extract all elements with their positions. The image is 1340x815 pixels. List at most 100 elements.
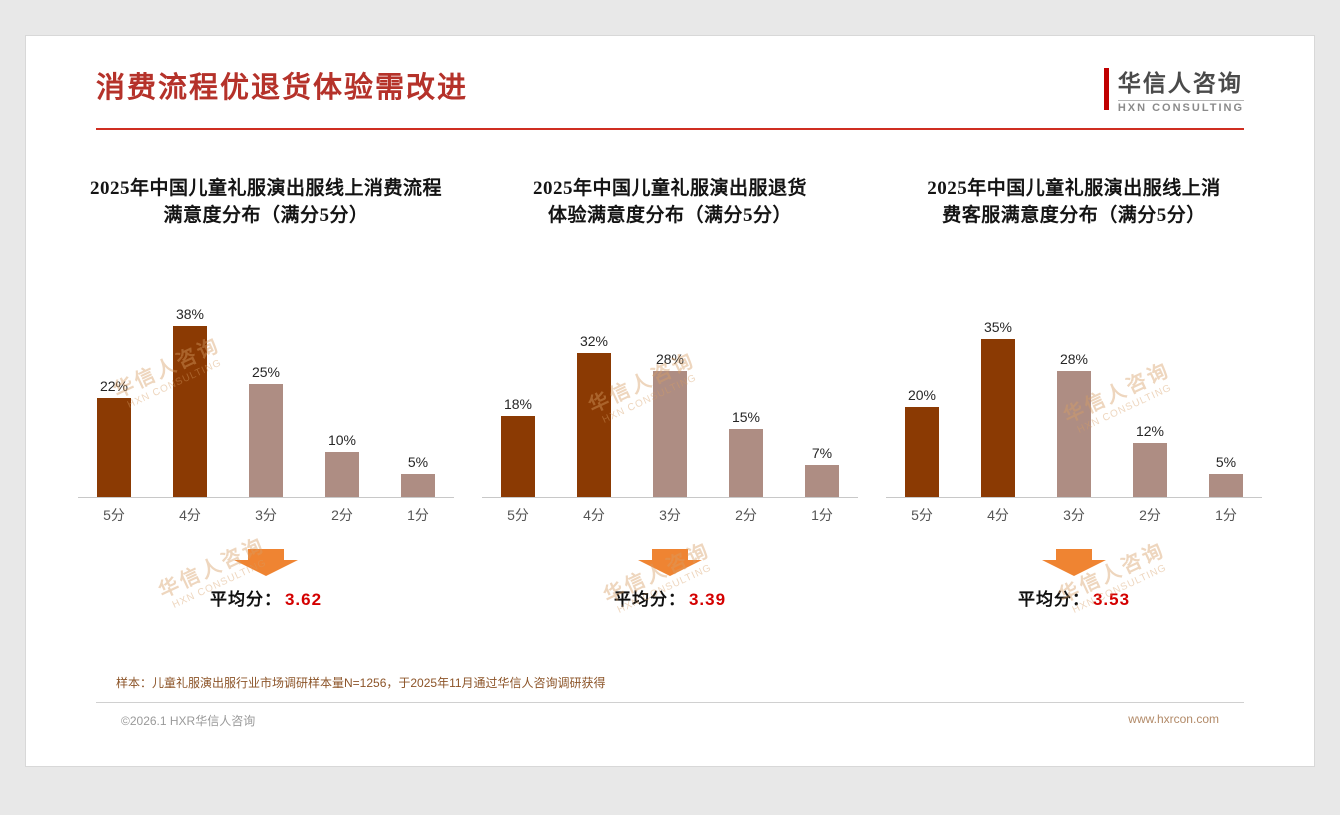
bar-group: 20% bbox=[902, 387, 942, 497]
bar-group: 35% bbox=[978, 319, 1018, 497]
bar-group: 22% bbox=[94, 378, 134, 497]
bar-value-label: 32% bbox=[579, 332, 609, 349]
bar-group: 12% bbox=[1130, 423, 1170, 497]
slide: 消费流程优退货体验需改进 华信人咨询 HXN CONSULTING 2025年中… bbox=[25, 35, 1315, 767]
bar bbox=[805, 464, 839, 497]
logo-text: 华信人咨询 HXN CONSULTING bbox=[1117, 64, 1244, 114]
header: 消费流程优退货体验需改进 华信人咨询 HXN CONSULTING bbox=[26, 36, 1314, 114]
page-title: 消费流程优退货体验需改进 bbox=[96, 72, 469, 104]
bar-value-label: 12% bbox=[1135, 422, 1165, 439]
bar-value-label: 18% bbox=[503, 395, 533, 412]
bar bbox=[1209, 473, 1243, 497]
category-label: 4分 bbox=[987, 506, 1009, 523]
average-score: 平均分： 3.53 bbox=[886, 585, 1262, 610]
chart-title-line: 2025年中国儿童礼服演出服线上消 bbox=[927, 178, 1221, 199]
logo-subtitle: HXN CONSULTING bbox=[1117, 100, 1244, 114]
bar bbox=[729, 428, 763, 497]
bar bbox=[981, 338, 1015, 497]
bar-group: 7% bbox=[802, 445, 842, 497]
category-label: 4分 bbox=[583, 506, 605, 523]
bar-value-label: 38% bbox=[175, 305, 205, 322]
category-label: 3分 bbox=[1063, 506, 1085, 523]
average-value: 3.39 bbox=[688, 589, 727, 609]
down-arrow-icon bbox=[482, 548, 858, 576]
category-label: 1分 bbox=[1215, 506, 1237, 523]
bar bbox=[325, 451, 359, 497]
category-label: 5分 bbox=[507, 506, 529, 523]
footnote: 样本：儿童礼服演出服行业市场调研样本量N=1256，于2025年11月通过华信人… bbox=[116, 675, 606, 690]
bar bbox=[1057, 370, 1091, 497]
category-label: 1分 bbox=[811, 506, 833, 523]
category-axis: 5分 4分 3分 2分 1分 bbox=[886, 505, 1262, 525]
bar bbox=[577, 352, 611, 497]
logo-mark-icon bbox=[1103, 68, 1109, 110]
category-label: 3分 bbox=[255, 506, 277, 523]
bar-group: 5% bbox=[398, 454, 438, 497]
bar-chart: 2025年中国儿童礼服演出服线上消费流程 满意度分布（满分5分） 22% 38% 25%… bbox=[78, 176, 454, 610]
category-label: 4分 bbox=[179, 506, 201, 523]
chart-title-line: 费客服满意度分布（满分5分） bbox=[942, 204, 1206, 226]
chart-plot: 22% 38% 25% 10% 5% bbox=[78, 286, 454, 498]
chart-title: 2025年中国儿童礼服演出服退货 体验满意度分布（满分5分） bbox=[482, 176, 858, 230]
bar-value-label: 35% bbox=[983, 318, 1013, 335]
category-axis: 5分 4分 3分 2分 1分 bbox=[78, 505, 454, 525]
category-label: 5分 bbox=[911, 506, 933, 523]
bar-value-label: 22% bbox=[99, 377, 129, 394]
bar-group: 32% bbox=[574, 333, 614, 497]
bar bbox=[97, 397, 131, 497]
bar-value-label: 28% bbox=[1059, 350, 1089, 367]
category-label: 2分 bbox=[1139, 506, 1161, 523]
category-label: 5分 bbox=[103, 506, 125, 523]
footer: ©2026.1 HXR华信人咨询 www.hxrcon.com bbox=[96, 701, 1244, 729]
bar bbox=[653, 370, 687, 497]
down-arrow-icon bbox=[78, 548, 454, 576]
chart-title-line: 体验满意度分布（满分5分） bbox=[547, 204, 792, 226]
chart-title: 2025年中国儿童礼服演出服线上消 费客服满意度分布（满分5分） bbox=[886, 176, 1262, 230]
category-label: 3分 bbox=[659, 506, 681, 523]
bar-chart: 2025年中国儿童礼服演出服退货 体验满意度分布（满分5分） 18% 32% 28% 15… bbox=[482, 176, 858, 610]
bar-value-label: 15% bbox=[731, 408, 761, 425]
bar bbox=[173, 325, 207, 497]
category-label: 2分 bbox=[331, 506, 353, 523]
logo: 华信人咨询 HXN CONSULTING bbox=[1103, 64, 1244, 114]
chart-title-line: 2025年中国儿童礼服演出服退货 bbox=[532, 178, 807, 199]
bar-value-label: 20% bbox=[907, 386, 937, 403]
bar-group: 28% bbox=[1054, 351, 1094, 497]
bar-group: 5% bbox=[1206, 454, 1246, 497]
chart-plot: 18% 32% 28% 15% 7% bbox=[482, 286, 858, 498]
website-link[interactable]: www.hxrcon.com bbox=[1128, 711, 1219, 726]
average-value: 3.62 bbox=[284, 589, 323, 609]
bar-value-label: 25% bbox=[251, 363, 281, 380]
bar-group: 28% bbox=[650, 351, 690, 497]
bar-group: 15% bbox=[726, 409, 766, 497]
category-label: 1分 bbox=[407, 506, 429, 523]
bar bbox=[249, 383, 283, 497]
average-label: 平均分： bbox=[209, 589, 282, 609]
bar-value-label: 7% bbox=[811, 444, 833, 461]
bar-chart: 2025年中国儿童礼服演出服线上消 费客服满意度分布（满分5分） 20% 35% 28%… bbox=[886, 176, 1262, 610]
bar-value-label: 28% bbox=[655, 350, 685, 367]
logo-name: 华信人咨询 bbox=[1117, 70, 1243, 96]
bar-group: 10% bbox=[322, 432, 362, 497]
chart-title: 2025年中国儿童礼服演出服线上消费流程 满意度分布（满分5分） bbox=[78, 176, 454, 230]
down-arrow-icon bbox=[886, 548, 1262, 576]
average-score: 平均分： 3.62 bbox=[78, 585, 454, 610]
average-score: 平均分： 3.39 bbox=[482, 585, 858, 610]
title-underline bbox=[96, 128, 1244, 130]
category-label: 2分 bbox=[735, 506, 757, 523]
chart-title-line: 满意度分布（满分5分） bbox=[163, 204, 369, 226]
chart-title-line: 2025年中国儿童礼服演出服线上消费流程 bbox=[89, 178, 442, 199]
chart-plot: 20% 35% 28% 12% 5% bbox=[886, 286, 1262, 498]
bar-value-label: 10% bbox=[327, 431, 357, 448]
bar bbox=[501, 415, 535, 497]
category-axis: 5分 4分 3分 2分 1分 bbox=[482, 505, 858, 525]
bar bbox=[1133, 442, 1167, 497]
average-label: 平均分： bbox=[1017, 589, 1090, 609]
bar bbox=[905, 406, 939, 497]
average-label: 平均分： bbox=[613, 589, 686, 609]
bar-value-label: 5% bbox=[1215, 453, 1237, 470]
average-value: 3.53 bbox=[1092, 589, 1131, 609]
copyright: ©2026.1 HXR华信人咨询 bbox=[121, 713, 256, 728]
bar-group: 25% bbox=[246, 364, 286, 497]
bar bbox=[401, 473, 435, 497]
